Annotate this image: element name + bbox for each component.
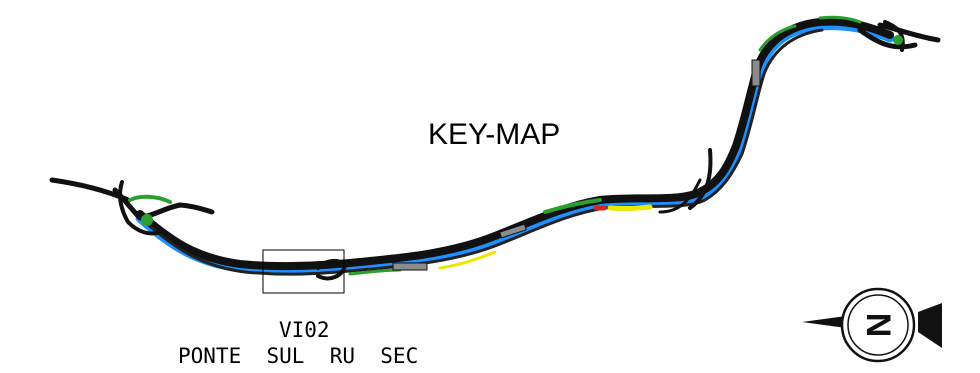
west-green [128, 194, 172, 204]
west-ramp-1 [112, 187, 215, 221]
bridge-block-3 [751, 59, 761, 87]
highlight-name-label: PONTE SUL RU SEC [178, 344, 419, 368]
road-alignment [49, 15, 941, 281]
north-arrow-ring [840, 287, 916, 363]
west-ramp-2 [118, 180, 162, 236]
segment-yellow-1 [607, 204, 653, 211]
north-arrow: N [802, 287, 942, 363]
bridge-block-1 [392, 262, 428, 271]
segment-green-1 [543, 198, 602, 214]
road-main [136, 17, 894, 271]
highlight-ramp [316, 259, 347, 281]
segment-green-4 [818, 15, 862, 24]
road-parallel [143, 28, 824, 276]
highlight-code-label: VI02 [279, 318, 330, 342]
mid-ramp-2 [658, 178, 702, 214]
north-arrow-right-tip [918, 303, 942, 348]
map-title: KEY-MAP [428, 118, 561, 151]
east-approach [877, 22, 941, 43]
bridge-block-2 [499, 223, 527, 239]
north-arrow-left-tip [802, 316, 846, 328]
mid-ramp [688, 148, 713, 210]
segment-yellow-2 [438, 250, 497, 270]
east-ramp-2 [883, 20, 905, 52]
highlight-box [262, 249, 345, 294]
east-roundabout [893, 35, 903, 45]
west-roundabout [141, 214, 153, 226]
north-arrow-ring-inner [847, 294, 909, 356]
east-ramp [857, 27, 918, 50]
segment-green-3 [758, 24, 797, 52]
north-arrow-letter: N [859, 313, 897, 338]
